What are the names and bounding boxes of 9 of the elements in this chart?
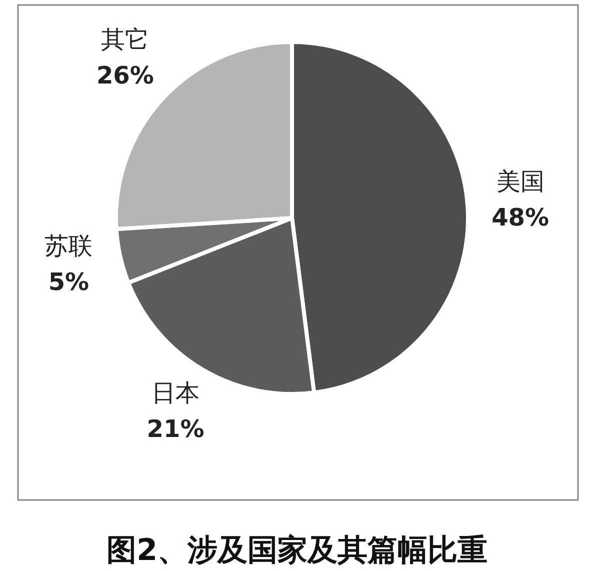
slice-label: 美国 bbox=[496, 168, 544, 196]
data-label: 5% bbox=[48, 268, 90, 296]
data-label: 26% bbox=[96, 61, 154, 90]
slice-label: 苏联 bbox=[44, 232, 93, 260]
data-label: 21% bbox=[146, 414, 204, 443]
text: 图2、涉及国家及其篇幅比重 bbox=[106, 533, 488, 568]
slice-label: 其它 bbox=[101, 25, 150, 54]
slice-label: 日本 bbox=[152, 378, 200, 407]
data-label: 48% bbox=[492, 204, 550, 232]
